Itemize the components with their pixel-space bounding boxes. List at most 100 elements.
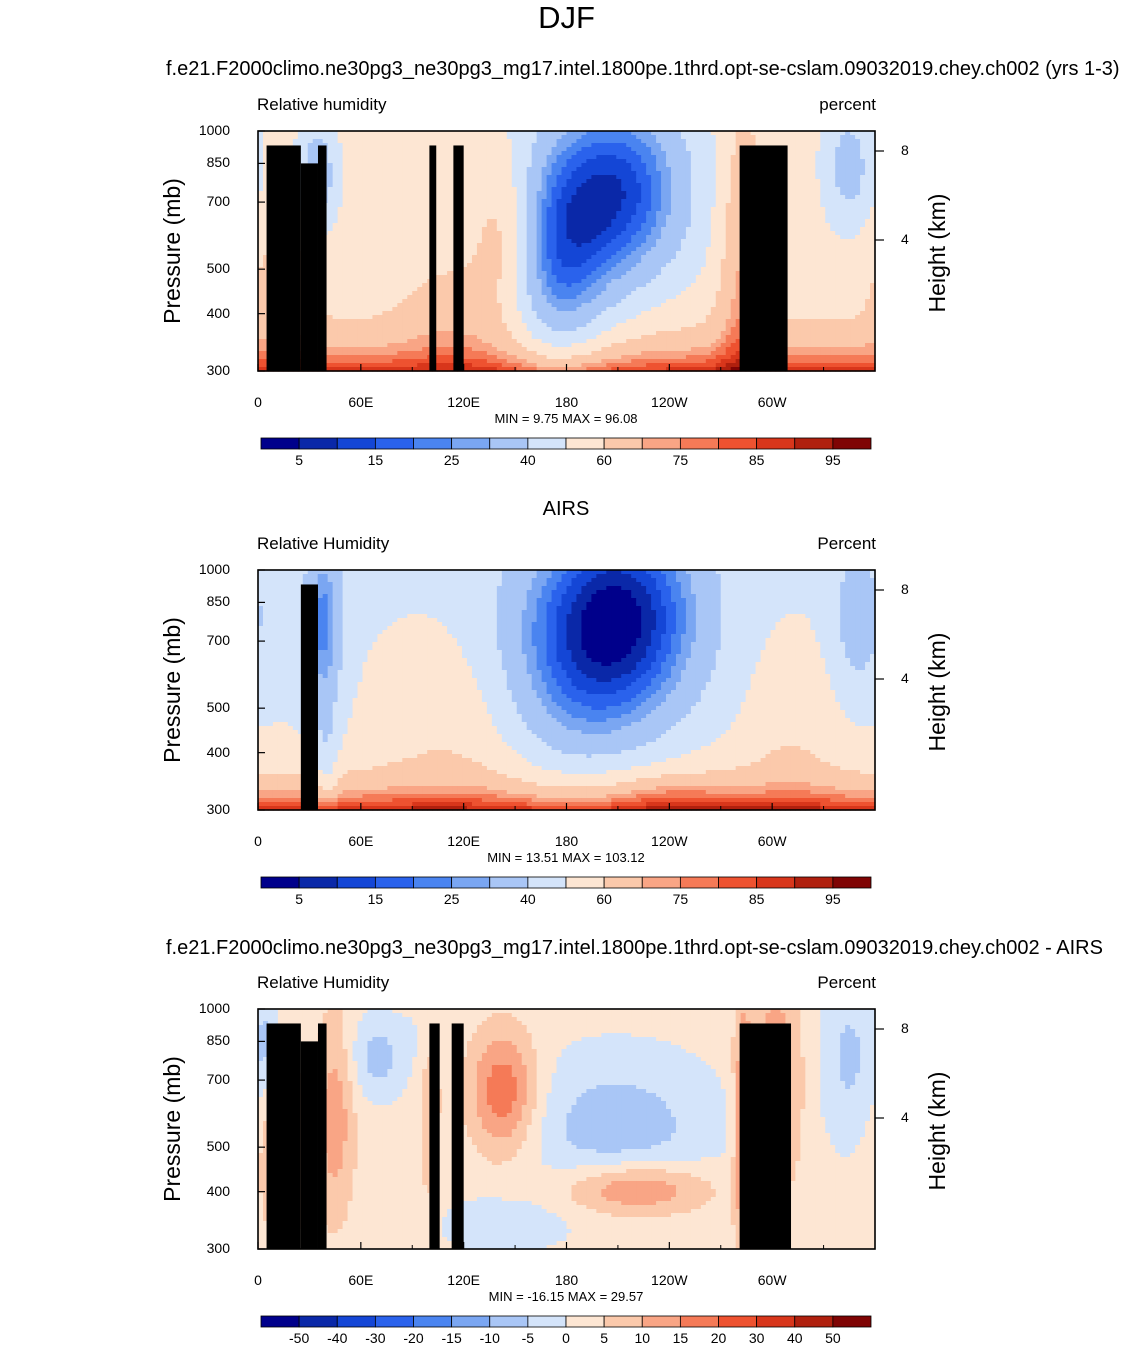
field-cell — [646, 179, 652, 184]
field-cell — [631, 271, 637, 276]
field-cell — [651, 227, 657, 232]
field-cell — [701, 219, 707, 224]
field-cell — [472, 219, 478, 224]
field-cell — [795, 271, 801, 276]
field-cell — [562, 215, 568, 220]
field-cell — [790, 227, 796, 232]
field-cell — [815, 235, 821, 240]
field-cell — [532, 251, 538, 256]
field-cell — [820, 223, 826, 228]
field-cell — [820, 255, 826, 260]
field-cell — [567, 147, 573, 152]
field-cell — [571, 283, 577, 288]
field-cell — [706, 235, 712, 240]
field-cell — [790, 243, 796, 248]
field-cell — [601, 247, 607, 252]
field-cell — [581, 163, 587, 168]
field-cell — [382, 155, 388, 160]
field-cell — [507, 235, 513, 240]
field-cell — [576, 287, 582, 292]
field-cell — [358, 195, 364, 200]
field-cell — [681, 195, 687, 200]
field-cell — [348, 207, 354, 212]
field-cell — [591, 243, 597, 248]
field-cell — [492, 263, 498, 268]
field-cell — [721, 215, 727, 220]
field-cell — [666, 235, 672, 240]
field-cell — [621, 251, 627, 256]
field-cell — [343, 135, 349, 140]
field-cell — [601, 199, 607, 204]
field-cell — [716, 219, 722, 224]
field-cell — [606, 231, 612, 236]
field-cell — [825, 191, 831, 196]
field-cell — [328, 267, 334, 272]
field-cell — [367, 187, 373, 192]
field-cell — [830, 175, 836, 180]
field-cell — [820, 147, 826, 152]
field-cell — [482, 143, 488, 148]
field-cell — [358, 191, 364, 196]
field-cell — [338, 223, 344, 228]
field-cell — [691, 183, 697, 188]
field-cell — [616, 275, 622, 280]
field-cell — [412, 263, 418, 268]
field-cell — [547, 267, 553, 272]
field-cell — [537, 231, 543, 236]
field-cell — [562, 191, 568, 196]
field-cell — [362, 251, 368, 256]
field-cell — [447, 159, 453, 164]
field-cell — [731, 135, 737, 140]
field-cell — [422, 179, 428, 184]
field-cell — [701, 159, 707, 164]
field-cell — [601, 203, 607, 208]
field-cell — [492, 279, 498, 284]
field-cell — [611, 235, 617, 240]
field-cell — [606, 135, 612, 140]
field-cell — [636, 215, 642, 220]
field-cell — [547, 223, 553, 228]
field-cell — [651, 271, 657, 276]
field-cell — [348, 171, 354, 176]
field-cell — [422, 203, 428, 208]
field-cell — [372, 195, 378, 200]
field-cell — [596, 263, 602, 268]
field-cell — [596, 279, 602, 284]
field-cell — [636, 195, 642, 200]
field-cell — [616, 251, 622, 256]
field-cell — [387, 139, 393, 144]
field-cell — [596, 151, 602, 156]
field-cell — [611, 179, 617, 184]
field-cell — [840, 243, 846, 248]
field-cell — [542, 163, 548, 168]
field-cell — [502, 219, 508, 224]
field-cell — [367, 231, 373, 236]
field-cell — [606, 159, 612, 164]
field-cell — [671, 155, 677, 160]
field-cell — [358, 199, 364, 204]
field-cell — [840, 143, 846, 148]
field-cell — [840, 219, 846, 224]
field-cell — [567, 183, 573, 188]
field-cell — [611, 251, 617, 256]
field-cell — [348, 159, 354, 164]
field-cell — [731, 275, 737, 280]
field-cell — [696, 187, 702, 192]
field-cell — [726, 155, 732, 160]
field-cell — [571, 191, 577, 196]
field-cell — [497, 259, 503, 264]
field-cell — [611, 183, 617, 188]
field-cell — [860, 187, 866, 192]
field-cell — [367, 271, 373, 276]
field-cell — [860, 207, 866, 212]
field-cell — [497, 275, 503, 280]
field-cell — [676, 167, 682, 172]
field-cell — [850, 247, 856, 252]
field-cell — [651, 259, 657, 264]
field-cell — [567, 219, 573, 224]
field-cell — [407, 243, 413, 248]
field-cell — [711, 159, 717, 164]
field-cell — [362, 283, 368, 288]
field-cell — [586, 171, 592, 176]
field-cell — [442, 139, 448, 144]
